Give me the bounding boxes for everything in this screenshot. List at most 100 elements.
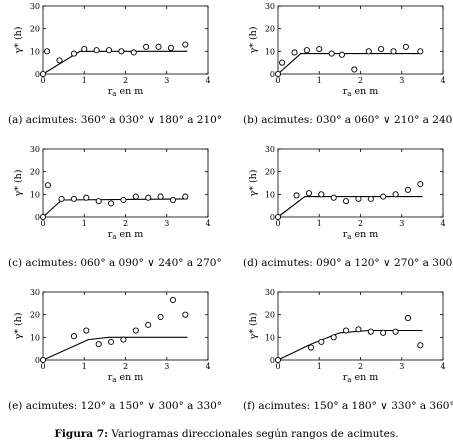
y-tick-label: 10 bbox=[265, 190, 275, 199]
x-tick-label: 3 bbox=[164, 362, 169, 371]
figure-caption: Figura 7: Variogramas direccionales segú… bbox=[0, 428, 453, 440]
subplot-b: 0 1 2 3 4 0 10 20 30 ra en m γ* (h) bbox=[248, 2, 446, 98]
y-tick-label: 0 bbox=[270, 213, 275, 222]
data-point bbox=[108, 338, 115, 345]
data-point bbox=[404, 315, 411, 322]
x-tick-label: 2 bbox=[358, 362, 363, 371]
data-point bbox=[328, 50, 335, 57]
data-point bbox=[95, 198, 102, 205]
figure-caption-text: Variogramas direccionales según rangos d… bbox=[111, 428, 399, 440]
y-tick-label: 20 bbox=[265, 25, 275, 34]
model-line-d bbox=[277, 196, 423, 218]
x-tick-label: 2 bbox=[358, 219, 363, 228]
data-point bbox=[318, 338, 325, 345]
x-tick-label: 1 bbox=[82, 219, 87, 228]
y-axis-label: γ* (h) bbox=[13, 170, 24, 197]
x-tick-label: 1 bbox=[317, 76, 322, 85]
y-tick-label: 30 bbox=[30, 288, 40, 297]
data-point bbox=[365, 48, 372, 55]
data-point bbox=[355, 326, 362, 333]
y-tick-label: 10 bbox=[265, 333, 275, 342]
data-point bbox=[417, 181, 424, 188]
x-tick-label: 0 bbox=[275, 362, 280, 371]
x-axis-label: ra en m bbox=[343, 372, 379, 384]
data-point bbox=[143, 43, 150, 50]
x-tick-label: 2 bbox=[123, 219, 128, 228]
model-line-c bbox=[42, 198, 188, 218]
data-point bbox=[343, 198, 350, 205]
data-point bbox=[145, 321, 152, 328]
x-tick-label: 4 bbox=[440, 219, 445, 228]
data-point bbox=[95, 341, 102, 348]
subplot-caption-a: (a) acimutes: 360° a 030° ∨ 180° a 210° bbox=[8, 114, 223, 126]
x-tick-label: 1 bbox=[317, 219, 322, 228]
subplot-f: 0 1 2 3 4 0 10 20 30 ra en m γ* (h) bbox=[248, 288, 446, 384]
y-axis-label: γ* (h) bbox=[248, 27, 259, 54]
x-tick-label: 3 bbox=[399, 76, 404, 85]
data-point bbox=[167, 44, 174, 51]
y-tick-label: 20 bbox=[265, 311, 275, 320]
data-point bbox=[351, 66, 358, 73]
x-tick-label: 0 bbox=[40, 362, 45, 371]
data-point bbox=[380, 193, 387, 200]
y-tick-label: 10 bbox=[30, 47, 40, 56]
data-point bbox=[307, 344, 315, 351]
x-tick-label: 4 bbox=[440, 76, 445, 85]
subplot-a: 0 1 2 3 4 0 10 20 30 ra en m γ* (h) bbox=[13, 2, 211, 98]
x-axis-label: ra en m bbox=[343, 229, 379, 241]
figure-caption-label: Figura 7: bbox=[54, 428, 108, 440]
data-point bbox=[293, 192, 300, 199]
data-point bbox=[417, 48, 424, 55]
data-point bbox=[182, 193, 189, 200]
data-point bbox=[44, 182, 52, 189]
data-point bbox=[132, 193, 139, 200]
data-point bbox=[120, 336, 127, 343]
data-point bbox=[343, 327, 350, 334]
y-axis-label: γ* (h) bbox=[13, 27, 24, 54]
model-line-b bbox=[277, 53, 423, 75]
data-point bbox=[83, 327, 90, 334]
model-line-f bbox=[277, 329, 423, 361]
data-point bbox=[58, 195, 65, 202]
plot-frame-e bbox=[42, 291, 209, 361]
data-point bbox=[404, 186, 411, 193]
data-point bbox=[169, 196, 176, 204]
x-axis-label: ra en m bbox=[343, 86, 379, 98]
data-point bbox=[70, 195, 77, 202]
data-point bbox=[274, 70, 282, 78]
data-point bbox=[338, 51, 345, 58]
x-tick-label: 4 bbox=[205, 76, 210, 85]
data-point bbox=[56, 57, 63, 64]
data-point bbox=[108, 200, 115, 207]
data-point bbox=[83, 194, 90, 201]
subplot-caption-e: (e) acimutes: 120° a 150° ∨ 300° a 330° bbox=[8, 400, 223, 412]
data-point bbox=[303, 47, 310, 54]
data-point bbox=[105, 47, 113, 54]
x-tick-label: 3 bbox=[164, 219, 169, 228]
data-point bbox=[274, 356, 282, 364]
subplot-c: 0 1 2 3 4 0 10 20 30 ra en m γ* (h) bbox=[13, 145, 211, 241]
data-point bbox=[392, 328, 399, 335]
x-tick-label: 1 bbox=[317, 362, 322, 371]
y-axis-label: γ* (h) bbox=[13, 313, 24, 340]
data-point bbox=[380, 329, 387, 336]
x-axis-label: ra en m bbox=[108, 86, 144, 98]
data-point bbox=[279, 59, 286, 66]
y-axis-label: γ* (h) bbox=[248, 313, 259, 340]
x-tick-label: 0 bbox=[40, 76, 45, 85]
x-tick-label: 3 bbox=[164, 76, 169, 85]
data-point bbox=[70, 333, 77, 340]
data-point bbox=[402, 43, 409, 50]
data-point bbox=[330, 194, 337, 201]
subplot-d: 0 1 2 3 4 0 10 20 30 ra en m γ* (h) bbox=[248, 145, 446, 241]
data-point bbox=[132, 327, 139, 334]
data-point bbox=[39, 356, 47, 364]
x-tick-label: 2 bbox=[123, 76, 128, 85]
subplot-caption-c: (c) acimutes: 060° a 090° ∨ 240° a 270° bbox=[8, 257, 222, 269]
data-point bbox=[316, 46, 323, 53]
x-tick-label: 4 bbox=[205, 362, 210, 371]
data-point bbox=[182, 311, 189, 318]
y-tick-label: 30 bbox=[265, 288, 275, 297]
y-tick-label: 0 bbox=[35, 70, 40, 79]
